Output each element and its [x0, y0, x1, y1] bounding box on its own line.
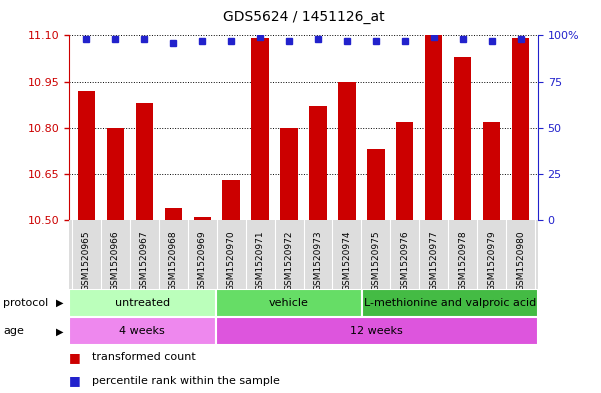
Bar — [222, 180, 240, 220]
Bar — [78, 91, 95, 220]
Text: L-methionine and valproic acid: L-methionine and valproic acid — [364, 298, 536, 308]
Bar — [425, 35, 442, 220]
Bar — [69, 317, 216, 345]
Text: GSM1520969: GSM1520969 — [198, 230, 207, 291]
Bar — [251, 39, 269, 220]
Text: GSM1520974: GSM1520974 — [343, 230, 352, 291]
Bar — [512, 39, 529, 220]
Text: GSM1520972: GSM1520972 — [284, 230, 293, 291]
Text: ▶: ▶ — [56, 326, 63, 336]
Text: GSM1520966: GSM1520966 — [111, 230, 120, 291]
Text: GDS5624 / 1451126_at: GDS5624 / 1451126_at — [223, 10, 384, 24]
Bar — [396, 121, 413, 220]
Bar — [165, 208, 182, 220]
Bar — [483, 121, 500, 220]
Text: ■: ■ — [69, 351, 81, 364]
Text: GSM1520967: GSM1520967 — [140, 230, 149, 291]
Bar — [107, 128, 124, 220]
Text: GSM1520976: GSM1520976 — [400, 230, 409, 291]
Text: GSM1520980: GSM1520980 — [516, 230, 525, 291]
Text: percentile rank within the sample: percentile rank within the sample — [92, 376, 280, 386]
Text: GSM1520970: GSM1520970 — [227, 230, 236, 291]
Text: ■: ■ — [69, 374, 81, 387]
Bar — [69, 289, 216, 317]
Text: GSM1520973: GSM1520973 — [314, 230, 323, 291]
Text: GSM1520968: GSM1520968 — [169, 230, 178, 291]
Bar — [310, 106, 327, 220]
Text: age: age — [3, 326, 24, 336]
Text: protocol: protocol — [3, 298, 48, 308]
Text: ▶: ▶ — [56, 298, 63, 308]
Text: vehicle: vehicle — [269, 298, 309, 308]
Bar — [362, 289, 538, 317]
Text: GSM1520977: GSM1520977 — [429, 230, 438, 291]
Bar — [367, 149, 385, 220]
Bar — [216, 317, 538, 345]
Text: GSM1520965: GSM1520965 — [82, 230, 91, 291]
Text: 4 weeks: 4 weeks — [120, 326, 165, 336]
Text: transformed count: transformed count — [92, 352, 196, 362]
Bar — [280, 128, 297, 220]
Bar — [338, 82, 356, 220]
Text: untreated: untreated — [115, 298, 170, 308]
Text: GSM1520975: GSM1520975 — [371, 230, 380, 291]
Text: 12 weeks: 12 weeks — [350, 326, 403, 336]
Text: GSM1520971: GSM1520971 — [255, 230, 264, 291]
Bar — [194, 217, 211, 220]
Text: GSM1520978: GSM1520978 — [458, 230, 467, 291]
Bar — [454, 57, 471, 220]
Bar — [216, 289, 362, 317]
Bar — [136, 103, 153, 220]
Text: GSM1520979: GSM1520979 — [487, 230, 496, 291]
